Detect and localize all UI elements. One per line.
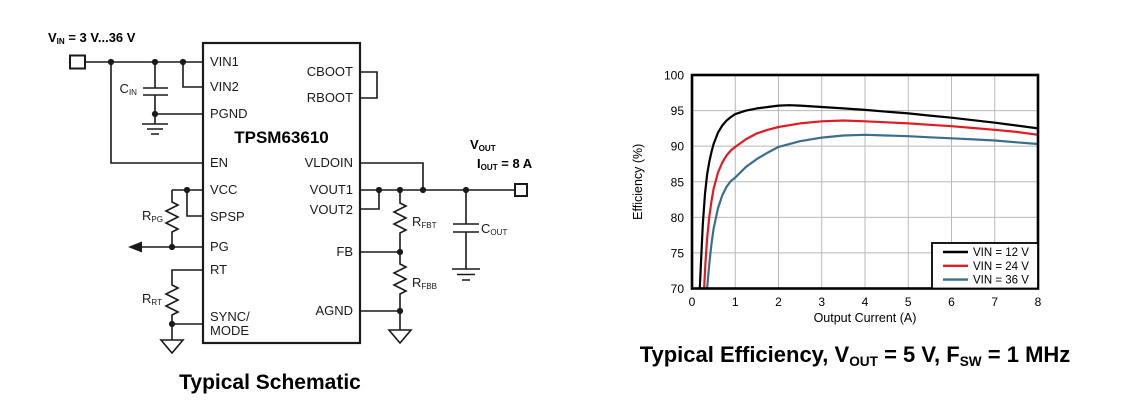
pin-label-sync: SYNC/ [210, 309, 250, 324]
res-rfbt [392, 190, 408, 252]
rpg-label: RPG [141, 208, 163, 225]
pin-label-vout2: VOUT2 [309, 202, 353, 217]
wire-cboot-rboot [360, 71, 378, 99]
wire-vin2 [182, 62, 203, 88]
pin-label-cboot: CBOOT [306, 64, 353, 79]
pin-label-rboot: RBOOT [306, 90, 353, 105]
x-tick-label: 5 [905, 295, 912, 309]
iout-label: IOUT = 8 A [477, 156, 533, 173]
cin-label: CIN [119, 81, 137, 98]
cap-cin [143, 62, 168, 114]
x-tick-label: 3 [818, 295, 825, 309]
y-tick-label: 75 [671, 246, 685, 260]
res-rpg [164, 190, 180, 247]
ground-agnd [387, 329, 413, 345]
pin-label-en: EN [210, 155, 229, 170]
vout-label: VOUT [470, 137, 496, 154]
y-axis-label: Efficiency (%) [631, 144, 645, 220]
res-rrt [164, 269, 203, 324]
res-rfbb [392, 252, 408, 311]
x-tick-label: 4 [862, 295, 869, 309]
y-tick-label: 90 [671, 140, 685, 154]
y-tick-label: 100 [664, 69, 684, 83]
pin-label-rt: RT [210, 262, 228, 277]
wire-vldoin [360, 162, 424, 190]
wire-en [110, 62, 203, 164]
pin-label-vin2: VIN2 [210, 79, 239, 94]
rfbb-label: RFBB [412, 275, 438, 292]
pin-label-pgnd: PGND [210, 106, 248, 121]
ic-body [201, 41, 362, 345]
ground-sync [159, 339, 185, 355]
vin-source-label: VIN = 3 V...36 V [48, 30, 136, 47]
x-tick-label: 8 [1035, 295, 1042, 309]
x-axis-label: Output Current (A) [814, 311, 917, 325]
x-tick-label: 0 [689, 295, 696, 309]
pin-label-fb: FB [336, 244, 353, 259]
series-line-36v [706, 133, 1039, 289]
wire-vout2 [360, 190, 380, 210]
y-tick-label: 95 [671, 104, 685, 118]
legend-label: VIN = 36 V [973, 275, 1029, 287]
series-line-24v [703, 119, 1039, 289]
wire-vcc-spsp [172, 189, 203, 217]
legend-label: VIN = 24 V [973, 261, 1029, 273]
pin-label-spsp: SPSP [210, 209, 245, 224]
plot-border [690, 73, 1040, 290]
x-tick-label: 2 [775, 295, 782, 309]
input-terminal [69, 54, 86, 70]
legend-label: VIN = 12 V [973, 247, 1029, 259]
junction-dots [107, 58, 470, 328]
cap-cout [452, 190, 480, 281]
output-terminal [514, 183, 528, 197]
y-tick-label: 85 [671, 175, 685, 189]
y-tick-label: 70 [671, 282, 685, 296]
pin-label-agnd: AGND [315, 303, 353, 318]
rrt-label: RRT [142, 291, 162, 308]
rfbt-label: RFBT [412, 214, 437, 231]
chart-caption: Typical Efficiency, VOUT = 5 V, FSW = 1 … [639, 342, 1071, 369]
pin-label-pg: PG [210, 239, 229, 254]
x-tick-label: 6 [948, 295, 955, 309]
efficiency-chart: 0 1 2 3 4 5 6 7 8 70 75 80 85 90 95 100 Output Current (… [631, 69, 1042, 326]
x-tick-label: 1 [732, 295, 739, 309]
cout-label: COUT [481, 221, 508, 238]
y-tick-label: 80 [671, 211, 685, 225]
pin-label-vldoin: VLDOIN [304, 155, 353, 170]
schematic-drawing [69, 41, 528, 355]
schematic-caption: Typical Schematic [179, 371, 361, 394]
pin-label-vcc: VCC [210, 182, 238, 197]
pg-arrow [128, 241, 142, 253]
wire-agnd [360, 310, 401, 330]
x-tick-label: 7 [991, 295, 998, 309]
wire-pgnd-ground [142, 113, 203, 135]
pin-label-vout1: VOUT1 [309, 182, 353, 197]
series-line-12v [698, 104, 1039, 289]
pin-label-vin1: VIN1 [210, 54, 239, 69]
wire-sync [171, 323, 203, 340]
pin-label-mode: MODE [210, 323, 249, 338]
ic-name: TPSM63610 [234, 128, 329, 147]
